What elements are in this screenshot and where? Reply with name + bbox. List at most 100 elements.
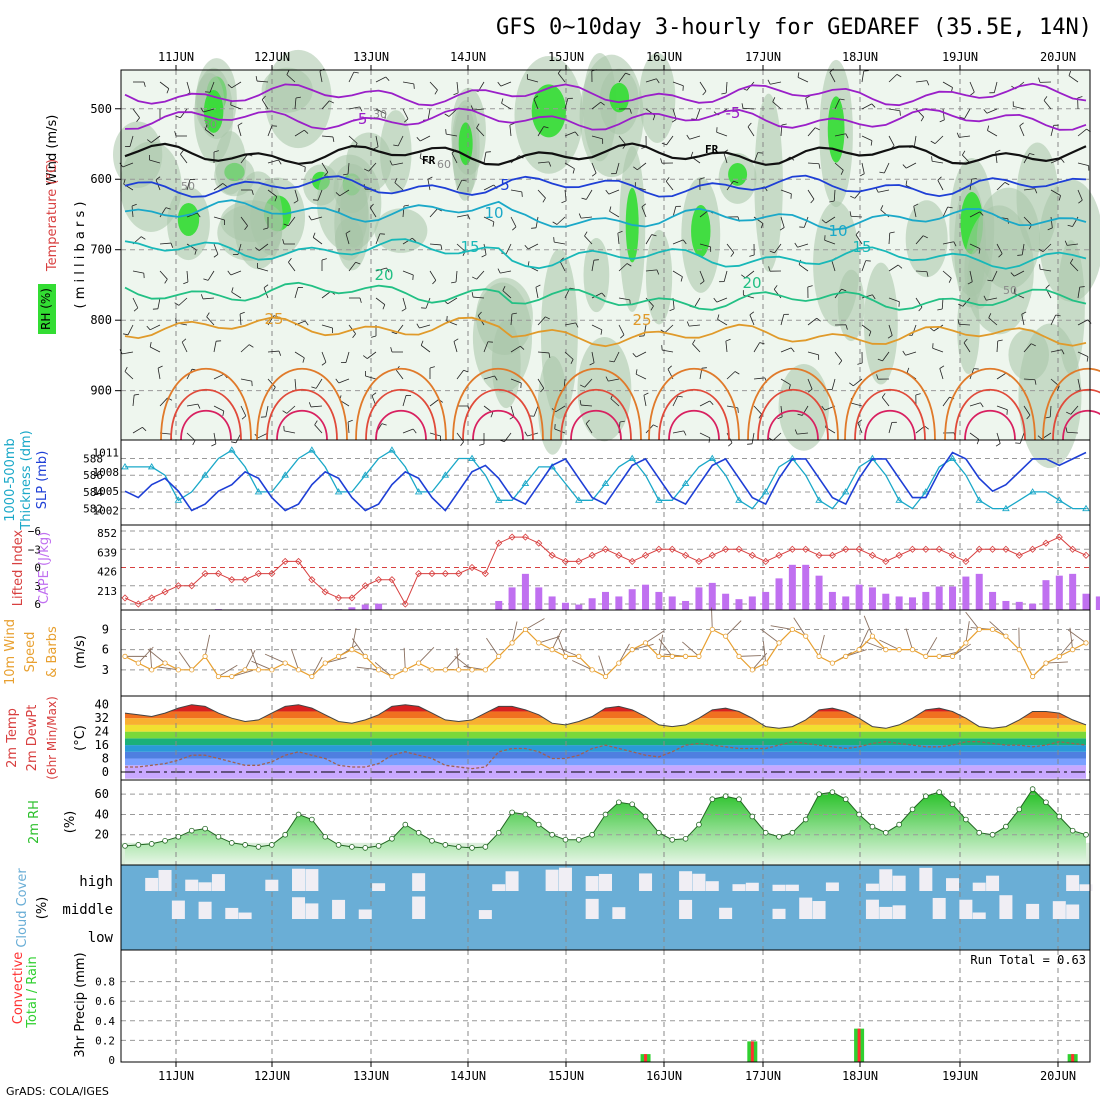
wind-barb-flag <box>677 395 683 398</box>
wind-barb <box>418 646 435 664</box>
wind-barb <box>1021 243 1025 255</box>
wind-barb <box>429 243 441 246</box>
wind-barb-flag <box>669 308 675 312</box>
wind-barb <box>850 215 863 218</box>
wind-speed-point <box>869 633 876 639</box>
wind-speed-point <box>976 626 982 633</box>
rh-point <box>949 801 956 808</box>
cloud-bar <box>799 897 813 919</box>
lifted-index-point <box>788 545 796 553</box>
wind-barb <box>1023 405 1031 416</box>
wind-barb-flag <box>1078 199 1083 204</box>
wind-barb-flag <box>929 327 935 332</box>
lifted-index-point <box>802 545 810 553</box>
wind-barb <box>798 264 809 272</box>
cloud-bar <box>999 895 1013 919</box>
wind-barb <box>888 135 895 146</box>
wind-barb <box>402 270 414 276</box>
wind-barb <box>558 647 579 657</box>
rh-point <box>629 801 635 808</box>
contour-label: -5 <box>726 104 741 122</box>
temperature-contour <box>560 389 632 441</box>
wind-barb <box>581 404 593 407</box>
wind-barb <box>915 270 928 273</box>
wind-barb-flag <box>671 119 677 123</box>
wind-barb-flag <box>1087 319 1092 324</box>
cape-bar <box>521 573 529 610</box>
ylabel-barbs: & Barbs <box>45 626 60 678</box>
wind-barb <box>402 395 407 407</box>
rh-point <box>656 829 662 836</box>
y-tick-label: 1005 <box>93 485 120 498</box>
wind-barb-flag <box>656 78 660 84</box>
wind-barb <box>780 378 791 386</box>
wind-barb <box>699 432 711 439</box>
wind-barb <box>339 189 350 197</box>
wind-barb-flag <box>444 113 450 117</box>
wind-barb <box>159 207 167 218</box>
wind-barb <box>965 621 970 643</box>
wind-barb-flag <box>492 221 495 227</box>
wind-barb-flag <box>807 285 813 288</box>
wind-barb-flag <box>741 274 746 279</box>
wind-barb-flag <box>868 331 872 337</box>
y-tick-label: 586 <box>83 469 103 482</box>
wind-barb-flag <box>460 441 464 446</box>
lifted-index-point <box>241 576 249 584</box>
wind-barb-flag <box>181 338 187 343</box>
wind-barb <box>915 235 924 245</box>
wind-barb-flag <box>626 263 632 267</box>
wind-barb <box>610 398 620 407</box>
wind-barb-flag <box>542 197 546 203</box>
wind-barb <box>761 629 780 644</box>
wind-barb <box>969 81 975 93</box>
wind-barb <box>751 432 755 444</box>
y-tick-label: 600 <box>90 172 112 186</box>
wind-barb <box>888 232 891 245</box>
wind-barb-flag <box>274 196 278 202</box>
wind-barb-flag <box>134 393 140 396</box>
lifted-index-point <box>655 545 663 553</box>
wind-barb-flag <box>222 183 227 187</box>
rh-point <box>882 829 889 836</box>
wind-barb <box>987 130 998 137</box>
wind-barb <box>456 369 464 380</box>
rh-high-fill <box>691 205 711 258</box>
wind-barb <box>989 621 1007 637</box>
wind-barb <box>375 76 386 83</box>
wind-barb-flag <box>829 68 834 73</box>
wind-barb-flag <box>665 177 670 182</box>
wind-barb <box>824 239 836 245</box>
wind-barb <box>218 664 238 677</box>
wind-barb-flag <box>821 219 827 224</box>
thickness-point <box>254 488 263 495</box>
temperature-contour <box>648 368 740 441</box>
wind-barb-flag <box>304 320 309 326</box>
isotherm-line <box>124 107 1087 131</box>
y-tick-label: 426 <box>97 566 117 579</box>
wind-speed-point <box>349 647 355 653</box>
wind-barb <box>932 347 944 353</box>
y-tick-label: 6 <box>102 643 109 657</box>
rh-point <box>309 816 315 823</box>
wind-barb <box>286 405 296 414</box>
wind-barb <box>132 270 144 274</box>
thickness-point <box>655 496 663 503</box>
wind-barb-flag <box>725 338 731 342</box>
wind-speed-point <box>682 653 689 659</box>
cloud-bar <box>986 875 1000 891</box>
thickness-point <box>815 496 823 503</box>
wind-barb-flag <box>511 312 517 315</box>
rh-point <box>989 831 996 838</box>
wind-barb <box>178 651 193 671</box>
wind-barb <box>348 135 358 144</box>
wind-barb <box>159 81 170 89</box>
wind-barb <box>348 261 356 272</box>
rh-point <box>909 806 916 813</box>
cloud-bar <box>1052 901 1066 919</box>
thickness-point <box>334 488 343 495</box>
cloud-bar <box>719 907 733 919</box>
rh-point <box>562 836 569 843</box>
wind-barb-flag <box>686 134 690 140</box>
wind-barb-flag <box>572 168 575 174</box>
